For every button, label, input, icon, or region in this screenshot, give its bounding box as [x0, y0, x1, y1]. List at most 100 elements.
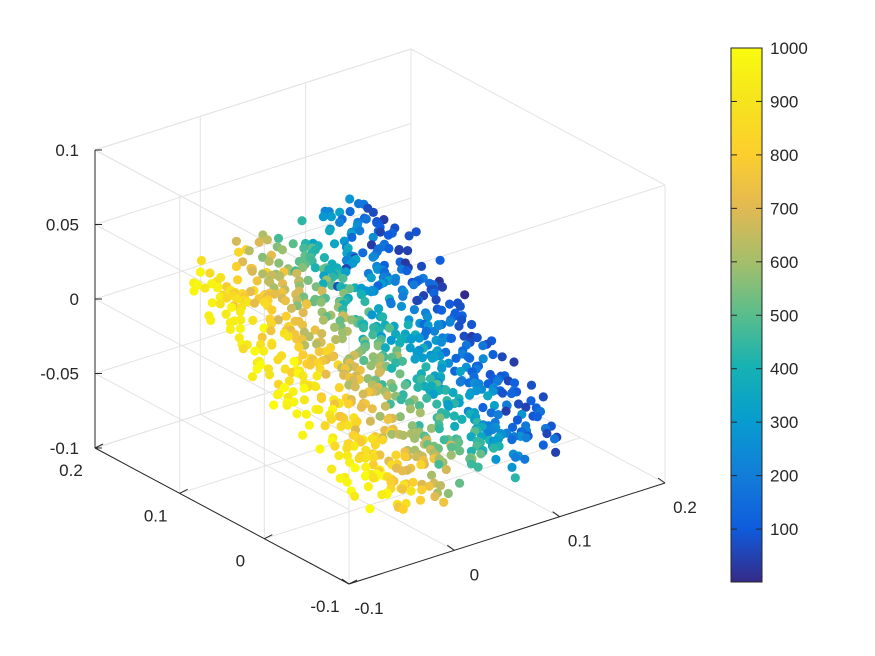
data-point	[298, 430, 308, 440]
data-point	[215, 299, 225, 309]
data-point	[414, 333, 424, 343]
x-tick-mark	[657, 477, 666, 484]
y-tick-mark	[264, 534, 273, 540]
data-point	[273, 233, 284, 243]
data-point	[279, 383, 290, 393]
data-point	[400, 451, 410, 462]
data-point	[257, 332, 267, 342]
data-point	[302, 299, 312, 310]
data-point	[510, 452, 521, 462]
data-point	[405, 343, 415, 353]
data-point	[273, 355, 283, 365]
data-point	[356, 402, 367, 412]
data-point	[299, 243, 309, 253]
data-point	[422, 393, 432, 403]
data-point	[509, 378, 520, 388]
data-point	[455, 366, 465, 377]
data-point	[454, 321, 464, 331]
data-point	[319, 253, 329, 263]
data-point	[312, 371, 322, 381]
data-point	[309, 297, 319, 307]
data-point	[432, 399, 442, 409]
colorbar: 100 200 300 400 500 600 700 800 900 1000	[730, 39, 808, 583]
data-point	[403, 320, 413, 330]
data-point	[326, 414, 336, 424]
data-point	[396, 395, 406, 405]
data-point	[286, 303, 297, 313]
data-point	[259, 323, 269, 333]
data-point	[412, 295, 422, 306]
x-tick-mark	[552, 511, 560, 518]
data-point	[443, 488, 453, 499]
data-point	[446, 333, 457, 343]
data-point	[247, 372, 258, 382]
data-point	[266, 326, 276, 336]
data-point	[327, 464, 337, 474]
data-point	[455, 478, 465, 488]
data-point	[350, 463, 360, 473]
data-point	[373, 341, 383, 351]
y-tick-mark	[179, 488, 188, 494]
data-point	[404, 231, 414, 241]
data-point	[413, 382, 423, 392]
data-point	[267, 305, 277, 315]
data-point	[272, 390, 283, 400]
grid-line	[94, 123, 412, 225]
data-point	[336, 421, 346, 431]
data-point	[427, 470, 437, 480]
data-point	[366, 287, 376, 297]
data-point	[406, 486, 416, 496]
data-point	[368, 252, 378, 262]
data-point	[445, 317, 455, 327]
colorbar-tick-label: 900	[770, 92, 798, 111]
data-point	[221, 309, 231, 319]
data-point	[395, 369, 405, 379]
data-point	[254, 237, 264, 247]
data-point	[292, 409, 302, 419]
y-tick-mark	[348, 579, 358, 585]
data-point	[358, 248, 368, 258]
grid-line	[94, 373, 350, 510]
x-tick-mark	[341, 578, 350, 585]
data-point	[444, 401, 454, 411]
data-point	[244, 246, 254, 256]
data-point	[205, 268, 215, 278]
data-point	[415, 495, 426, 505]
data-point	[358, 389, 368, 399]
data-point	[335, 207, 345, 217]
y-tick-label: 0	[236, 552, 245, 571]
data-point	[510, 473, 520, 483]
tick-labels: -0.1 0 0.1 0.2 -0.1 0 0.1 0.2 -0.1 -0.05 0 0.05 0.1	[40, 141, 697, 618]
y-tick-label: 0.1	[144, 506, 168, 525]
data-point	[274, 271, 284, 282]
data-point	[377, 490, 387, 500]
data-point	[501, 406, 511, 416]
data-point	[460, 290, 470, 300]
data-point	[391, 450, 401, 460]
data-point	[489, 400, 499, 411]
grid-line	[94, 346, 412, 449]
data-point	[410, 433, 420, 443]
data-point	[380, 343, 390, 353]
data-point	[367, 310, 377, 320]
data-point	[235, 323, 245, 334]
data-point	[366, 273, 376, 283]
data-point	[298, 371, 308, 381]
data-point	[383, 230, 393, 240]
data-point	[407, 421, 417, 431]
data-point	[428, 389, 438, 399]
data-point	[374, 368, 384, 378]
data-point	[380, 401, 390, 411]
grid-line	[200, 413, 455, 551]
data-point	[439, 435, 449, 445]
data-point	[397, 466, 407, 476]
data-point	[455, 301, 465, 311]
data-point	[284, 376, 294, 386]
data-point	[264, 256, 274, 266]
data-point	[486, 408, 496, 418]
data-point	[410, 354, 420, 364]
data-point	[321, 369, 331, 379]
data-point	[365, 504, 375, 514]
data-point	[212, 283, 222, 293]
data-point	[315, 364, 325, 374]
